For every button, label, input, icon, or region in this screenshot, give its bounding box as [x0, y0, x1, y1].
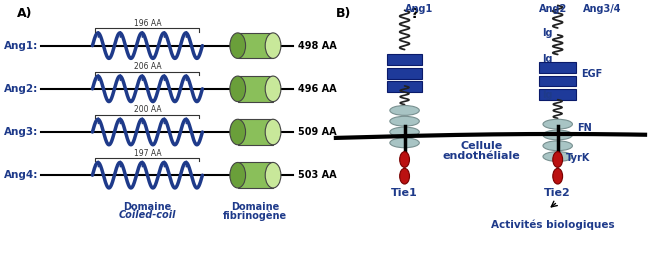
Bar [238, 76, 273, 102]
Text: Ang1:: Ang1: [5, 41, 38, 51]
Ellipse shape [230, 33, 246, 59]
Text: 206 AA: 206 AA [133, 62, 161, 71]
Ellipse shape [390, 138, 419, 148]
Text: Ang3:: Ang3: [5, 127, 38, 137]
Ellipse shape [543, 130, 572, 140]
Text: TyrK: TyrK [566, 152, 590, 163]
Ellipse shape [390, 127, 419, 137]
Ellipse shape [390, 116, 419, 126]
Bar [387, 68, 422, 78]
Ellipse shape [230, 119, 246, 145]
Ellipse shape [265, 33, 281, 59]
Text: 503 AA: 503 AA [297, 170, 336, 180]
Ellipse shape [400, 168, 410, 184]
Text: Cellule: Cellule [460, 141, 502, 151]
Text: B): B) [336, 7, 351, 20]
Text: Ang2: Ang2 [538, 5, 567, 14]
Text: EGF: EGF [581, 69, 603, 79]
Bar [238, 163, 273, 188]
Text: Domaine: Domaine [231, 202, 279, 212]
Ellipse shape [230, 163, 246, 188]
Text: Ang2:: Ang2: [5, 84, 38, 94]
Ellipse shape [400, 152, 410, 167]
Text: Ig: Ig [542, 28, 553, 38]
Text: endothéliale: endothéliale [443, 151, 520, 161]
Text: Ang3/4: Ang3/4 [583, 5, 621, 14]
Bar [238, 33, 273, 59]
Text: Tie2: Tie2 [544, 188, 571, 198]
Text: Ang1: Ang1 [405, 5, 434, 14]
Bar [539, 62, 576, 73]
Text: 496 AA: 496 AA [297, 84, 336, 94]
Text: Coiled-coil: Coiled-coil [119, 210, 176, 221]
Text: fibrinogène: fibrinogène [224, 210, 288, 221]
Bar [238, 119, 273, 145]
Ellipse shape [553, 168, 562, 184]
Ellipse shape [553, 152, 562, 167]
Text: A): A) [17, 7, 32, 20]
Text: Domaine: Domaine [123, 202, 172, 212]
Ellipse shape [265, 163, 281, 188]
Text: 509 AA: 509 AA [297, 127, 336, 137]
Ellipse shape [265, 119, 281, 145]
Text: Activités biologiques: Activités biologiques [491, 219, 614, 230]
Text: Ig: Ig [542, 54, 553, 64]
Text: 498 AA: 498 AA [297, 41, 336, 51]
Ellipse shape [543, 152, 572, 161]
Ellipse shape [230, 76, 246, 102]
Text: FN: FN [577, 123, 592, 133]
Ellipse shape [543, 141, 572, 151]
Text: 200 AA: 200 AA [133, 105, 161, 114]
Bar [387, 81, 422, 92]
Text: ?: ? [411, 7, 419, 21]
Text: Tie1: Tie1 [391, 188, 418, 198]
Text: Ig: Ig [542, 90, 553, 100]
Ellipse shape [543, 119, 572, 129]
Text: 196 AA: 196 AA [133, 19, 161, 28]
Bar [539, 76, 576, 86]
Text: Ang4:: Ang4: [4, 170, 38, 180]
Bar [539, 89, 576, 100]
Text: 197 AA: 197 AA [133, 148, 161, 157]
Bar [387, 54, 422, 65]
Ellipse shape [390, 106, 419, 115]
Ellipse shape [265, 76, 281, 102]
